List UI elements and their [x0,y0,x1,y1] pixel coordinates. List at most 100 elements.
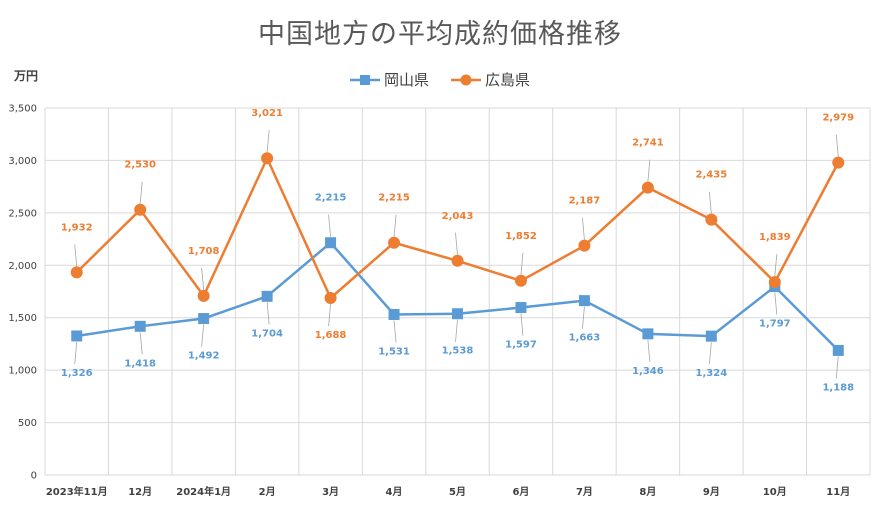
data-label: 1,324 [696,368,728,379]
data-point-hiroshima [832,156,845,169]
data-label-leader-line [520,252,524,275]
data-label: 1,492 [188,351,220,362]
data-label: 2,187 [569,196,601,207]
data-label: 2,215 [315,193,347,204]
data-point-okayama [71,330,83,342]
data-label-leader-line [647,339,651,362]
data-label-leader-line [139,332,143,355]
data-point-okayama [515,302,527,314]
data-label-leader-line [647,159,651,182]
y-tick-label: 500 [18,418,37,429]
x-tick-label: 6月 [512,486,529,498]
data-label-leader-line [201,324,205,347]
data-label-leader-line [708,342,712,365]
data-label-leader-line [835,134,839,157]
y-axis-unit-label: 万円 [14,69,39,83]
data-point-hiroshima [388,236,401,249]
data-point-hiroshima [641,181,654,194]
data-label: 1,597 [505,340,537,351]
x-tick-label: 7月 [576,486,593,498]
data-point-okayama [832,344,844,356]
data-point-hiroshima [514,274,527,287]
data-label-leader-line [201,267,205,290]
data-label: 2,215 [378,193,410,204]
x-tick-label: 11月 [826,486,850,498]
data-label: 1,663 [569,333,601,344]
data-point-hiroshima [451,254,464,267]
data-label-leader-line [328,214,331,237]
y-tick-label: 0 [31,471,37,482]
legend-label-okayama: 岡山県 [383,71,429,89]
data-point-hiroshima [768,276,781,289]
data-point-okayama [325,237,337,249]
data-point-okayama [705,330,717,342]
x-tick-label: 5月 [449,486,466,498]
data-label: 1,932 [61,222,93,233]
data-point-okayama [452,308,463,320]
data-point-hiroshima [324,292,337,305]
data-label: 1,188 [822,382,854,393]
data-point-okayama [388,308,400,320]
legend-item-okayama: 岡山県 [349,69,429,90]
data-point-okayama [261,290,273,302]
data-label-leader-line [774,254,778,277]
data-point-okayama [198,313,210,325]
data-point-hiroshima [134,203,147,216]
data-label-leader-line [328,303,331,327]
chart-title: 中国地方の平均成約価格推移 [258,19,622,50]
data-label: 1,839 [759,232,791,243]
data-label: 2,043 [442,211,474,222]
y-tick-label: 3,000 [8,156,37,167]
data-label: 2,435 [696,170,728,181]
data-label: 1,531 [378,346,410,357]
data-point-okayama [578,295,590,307]
data-label: 1,418 [124,358,156,369]
data-label: 2,741 [632,138,664,149]
y-tick-label: 1,000 [8,366,37,377]
y-tick-label: 2,500 [8,208,37,219]
x-tick-label: 2023年11月 [46,485,108,498]
data-label-leader-line [708,191,712,214]
chart-legend: 岡山県 広島県 [0,69,880,90]
data-label-leader-line [455,319,458,342]
x-tick-label: 8月 [639,486,656,498]
legend-marker-circle-icon [451,74,481,85]
y-tick-label: 3,500 [8,104,37,115]
data-label: 1,704 [251,328,283,339]
legend-item-hiroshima: 広島県 [451,69,530,90]
data-label-leader-line [139,181,143,204]
data-point-hiroshima [705,213,718,226]
data-point-okayama [642,328,654,340]
legend-label-hiroshima: 広島県 [485,71,531,89]
data-point-hiroshima [197,289,210,302]
data-label: 3,021 [251,108,283,119]
data-label-leader-line [835,356,839,379]
data-label-leader-line [266,130,270,153]
data-label-leader-line [520,313,524,336]
data-label: 1,797 [759,319,791,330]
y-tick-label: 1,500 [8,313,37,324]
data-label-leader-line [393,320,397,343]
data-label-leader-line [582,217,585,240]
x-tick-label: 2月 [259,486,276,498]
data-label-leader-line [266,302,270,325]
data-label: 2,979 [822,113,854,124]
data-label: 1,346 [632,366,664,377]
data-label-leader-line [455,232,458,255]
data-label-leader-line [74,341,78,364]
y-tick-label: 2,000 [8,261,37,272]
data-point-okayama [134,320,146,332]
data-label-leader-line [393,214,397,237]
data-label-leader-line [74,244,78,267]
data-label: 2,530 [124,160,156,171]
x-tick-label: 10月 [763,486,787,498]
data-label: 1,326 [61,368,93,379]
x-tick-label: 2024年1月 [176,485,231,498]
data-label: 1,538 [442,346,474,357]
data-label: 1,688 [315,330,347,341]
data-point-hiroshima [578,239,591,252]
data-label-leader-line [774,292,778,315]
x-tick-label: 12月 [128,486,152,498]
data-label-leader-line [582,306,585,329]
